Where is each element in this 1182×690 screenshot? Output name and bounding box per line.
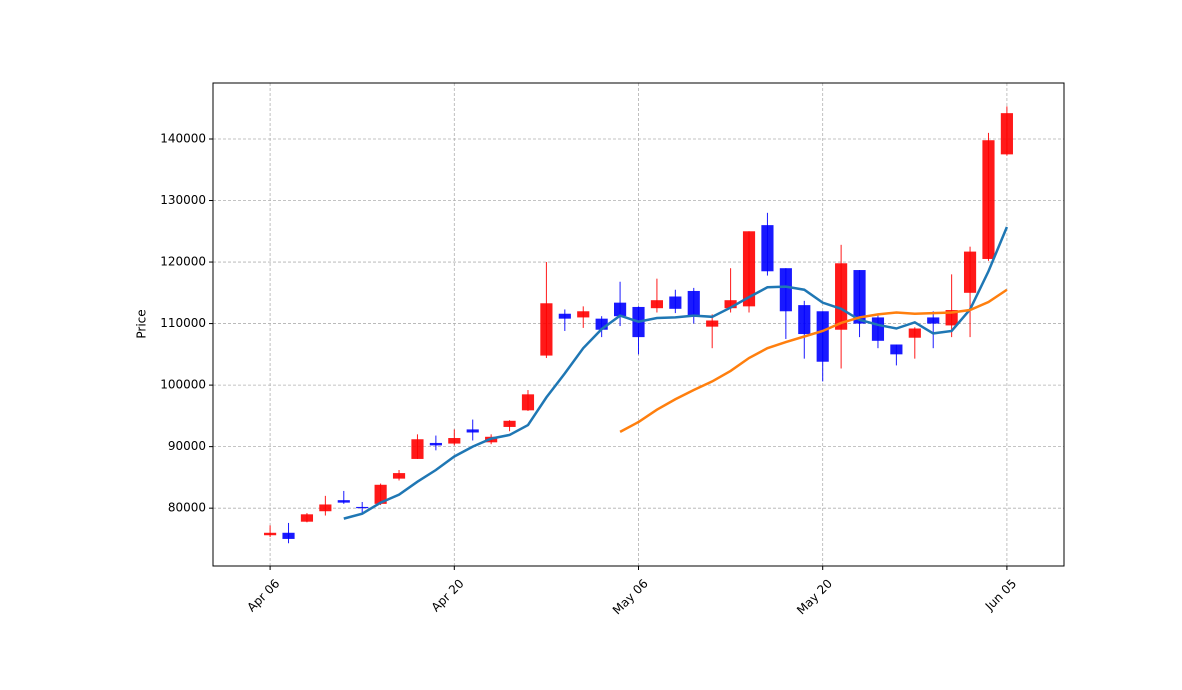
candle-body — [742, 231, 756, 307]
candle-body — [282, 532, 295, 539]
candle-body — [945, 310, 958, 326]
candle-body — [319, 504, 332, 512]
candle-body — [558, 313, 571, 319]
candle-body — [577, 311, 590, 318]
y-tick-label: 120000 — [160, 255, 206, 269]
candle-body — [853, 270, 866, 324]
candle-body — [392, 473, 406, 479]
candle-body — [411, 439, 424, 459]
candle-body — [724, 300, 737, 309]
candle-body — [595, 318, 608, 330]
candle-body — [1000, 113, 1013, 155]
candle-body — [779, 268, 792, 312]
candle-body — [650, 300, 663, 309]
candle-body — [871, 317, 885, 341]
candle-body — [429, 442, 442, 446]
x-tick-label: Apr 20 — [429, 576, 467, 614]
candle-body — [816, 311, 829, 362]
candle-body — [687, 290, 700, 317]
line-series — [619, 288, 1008, 433]
line-series — [343, 226, 1009, 520]
candle-body — [374, 484, 387, 504]
candle-body — [337, 500, 350, 503]
y-tick-label: 130000 — [160, 193, 206, 207]
candle-body — [963, 251, 977, 293]
candle-body — [669, 296, 682, 309]
candle-body — [300, 514, 314, 522]
x-tick-label: Apr 06 — [244, 576, 282, 614]
x-tick-label: May 20 — [794, 576, 835, 617]
candle-body — [908, 328, 921, 338]
y-tick-label: 80000 — [168, 501, 206, 515]
candle-body — [356, 506, 369, 509]
y-tick-label: 90000 — [168, 439, 206, 453]
x-tick-label: Jun 05 — [982, 576, 1019, 613]
y-tick-label: 140000 — [160, 131, 206, 145]
candle-body — [503, 420, 516, 427]
plot-frame — [212, 82, 1065, 567]
y-tick-label: 100000 — [160, 378, 206, 392]
candle-body — [540, 303, 553, 356]
candle-body — [798, 305, 811, 335]
y-axis-label: Price — [135, 309, 149, 338]
candle-body — [614, 302, 627, 317]
y-tick-label: 110000 — [160, 316, 206, 330]
candle-body — [927, 317, 940, 324]
candle-body — [448, 438, 461, 444]
candle-body — [706, 320, 719, 327]
x-tick-label: May 06 — [610, 576, 651, 617]
candle-body — [761, 225, 774, 272]
candle-body — [466, 429, 479, 433]
candle-body — [890, 344, 903, 355]
candle-body — [982, 140, 995, 259]
candle-body — [521, 394, 535, 411]
candle-body — [835, 263, 848, 330]
candle-body — [264, 532, 277, 536]
